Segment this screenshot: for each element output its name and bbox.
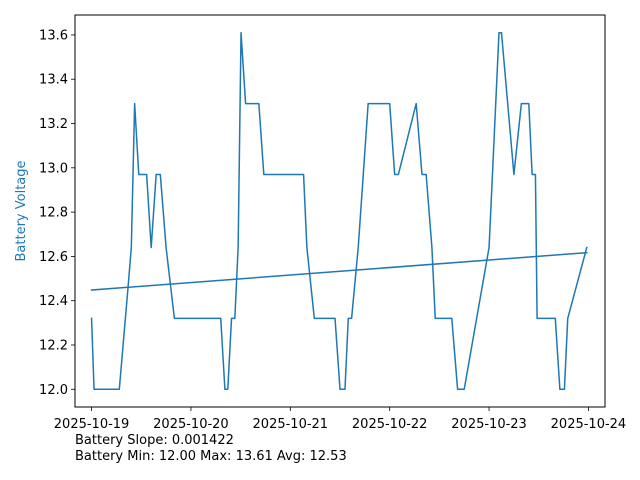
y-tick-label: 13.2 <box>39 117 68 132</box>
voltage-series-line <box>90 31 588 391</box>
y-tick-label: 12.6 <box>39 250 68 265</box>
trend-line <box>90 251 588 291</box>
plot-frame <box>74 14 606 408</box>
plot-background <box>75 15 605 407</box>
x-tick-label: 2025-10-20 <box>153 417 229 432</box>
x-tick-label: 2025-10-19 <box>54 417 130 432</box>
y-tick-label: 13.4 <box>39 73 68 88</box>
y-tick-label: 12.8 <box>39 206 68 221</box>
battery-stats-note: Battery Min: 12.00 Max: 13.61 Avg: 12.53 <box>75 449 347 464</box>
y-tick-label: 12.0 <box>39 383 68 398</box>
y-tick-label: 13.6 <box>39 28 68 43</box>
x-tick-label: 2025-10-23 <box>451 417 527 432</box>
plot-area <box>75 15 605 407</box>
series-layer <box>90 31 588 391</box>
y-tick-label: 12.2 <box>39 338 68 353</box>
x-tick-label: 2025-10-21 <box>253 417 329 432</box>
x-tick-label: 2025-10-22 <box>352 417 428 432</box>
y-tick-label: 13.0 <box>39 161 68 176</box>
y-axis-label: Battery Voltage <box>14 160 29 261</box>
battery-slope-note: Battery Slope: 0.001422 <box>75 433 234 448</box>
y-tick-label: 12.4 <box>39 294 68 309</box>
x-tick-label: 2025-10-24 <box>551 417 627 432</box>
axes-layer: 12.0 12.2 12.4 12.6 12.8 13.0 13.2 13.4 13.6 2025… <box>39 14 627 432</box>
